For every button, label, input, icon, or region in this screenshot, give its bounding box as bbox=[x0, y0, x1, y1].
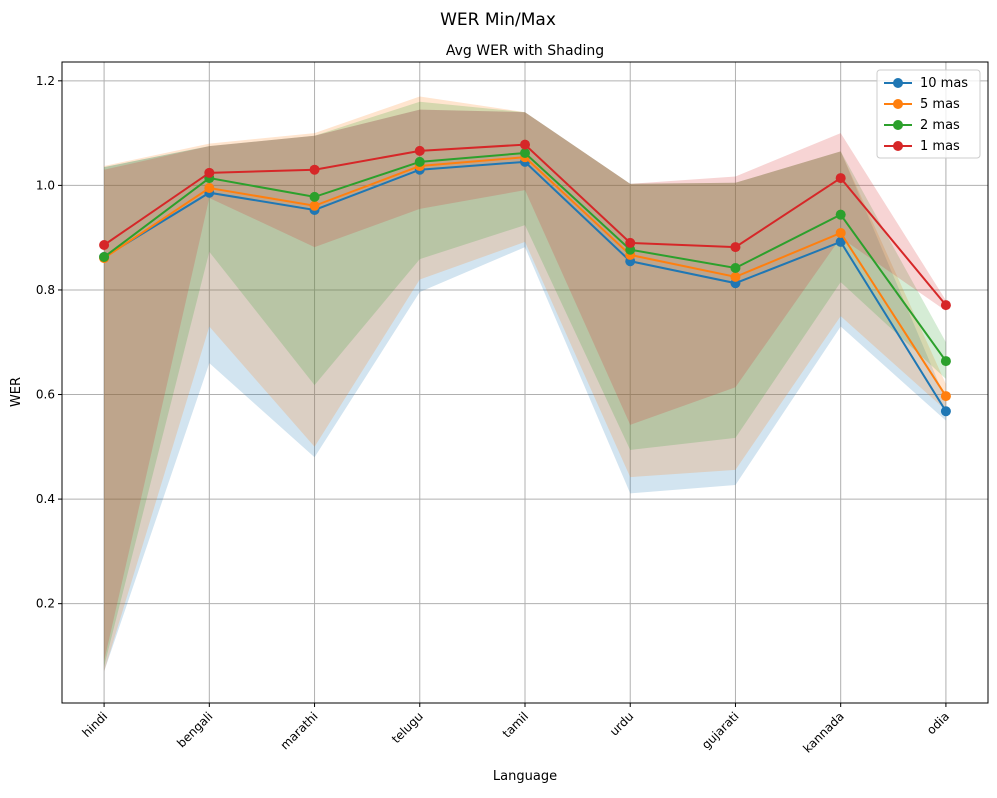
data-point bbox=[204, 167, 215, 178]
data-point bbox=[204, 183, 215, 194]
y-tick-label: 0.2 bbox=[36, 597, 55, 611]
data-point bbox=[730, 262, 741, 273]
x-tick-label: kannada bbox=[800, 709, 846, 755]
data-point bbox=[520, 139, 530, 150]
data-point bbox=[309, 191, 320, 202]
chart-title: Avg WER with Shading bbox=[446, 43, 604, 59]
data-point bbox=[414, 145, 425, 156]
x-tick-label: marathi bbox=[278, 709, 321, 752]
data-point bbox=[730, 271, 741, 282]
data-point bbox=[520, 147, 530, 158]
data-point bbox=[835, 236, 846, 247]
data-point bbox=[940, 356, 951, 367]
x-tick-label: bengali bbox=[174, 709, 215, 750]
legend-label: 1 mas bbox=[920, 139, 960, 154]
data-point bbox=[940, 391, 951, 402]
plot-frame bbox=[61, 61, 989, 704]
x-tick-label: telugu bbox=[389, 709, 426, 746]
x-tick-label: urdu bbox=[607, 709, 636, 738]
x-axis-label: Language bbox=[493, 769, 557, 784]
minmax-band bbox=[104, 96, 946, 672]
x-tick-label: hindi bbox=[79, 709, 110, 740]
y-tick-label: 0.8 bbox=[36, 283, 55, 297]
data-point bbox=[309, 164, 320, 175]
legend-box bbox=[876, 69, 981, 159]
legend-marker bbox=[893, 141, 903, 151]
y-tick-label: 1.0 bbox=[36, 178, 55, 192]
legend-label: 10 mas bbox=[920, 76, 968, 91]
data-point bbox=[414, 156, 425, 167]
data-point bbox=[835, 209, 846, 220]
data-point bbox=[99, 252, 110, 263]
x-tick-label: tamil bbox=[500, 709, 531, 740]
data-point bbox=[940, 406, 951, 417]
data-point bbox=[99, 239, 110, 250]
x-tick-label: gujarati bbox=[699, 709, 742, 752]
legend-marker bbox=[893, 120, 903, 130]
legend-label: 2 mas bbox=[920, 118, 960, 133]
data-point bbox=[309, 200, 320, 211]
data-point bbox=[730, 242, 741, 253]
y-tick-label: 0.6 bbox=[36, 388, 55, 402]
data-point bbox=[835, 173, 846, 184]
y-tick-label: 0.4 bbox=[36, 492, 55, 506]
legend-label: 5 mas bbox=[920, 97, 960, 112]
x-tick-label: odia bbox=[924, 709, 952, 737]
data-point bbox=[940, 300, 951, 311]
figure-suptitle: WER Min/Max bbox=[440, 10, 556, 30]
data-point bbox=[625, 237, 636, 248]
data-point bbox=[835, 227, 846, 238]
legend-marker bbox=[893, 99, 903, 109]
legend-marker bbox=[893, 78, 903, 88]
y-axis-label: WER bbox=[9, 377, 24, 407]
legend: 10 mas 5 mas 2 mas 1 mas bbox=[876, 69, 981, 159]
y-tick-label: 1.2 bbox=[36, 74, 55, 88]
